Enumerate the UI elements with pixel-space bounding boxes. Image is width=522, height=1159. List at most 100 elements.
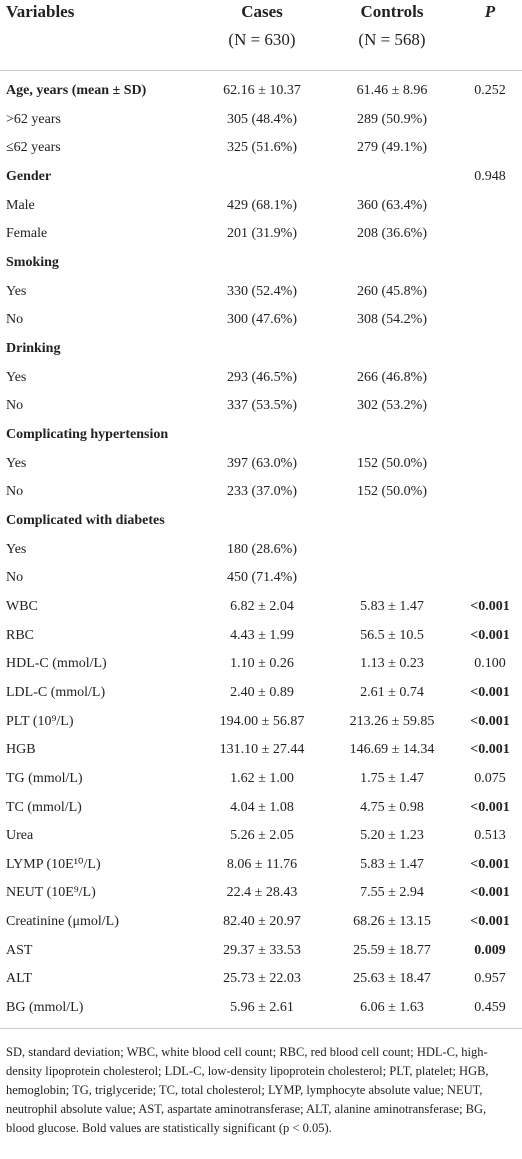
table-cell: 5.83 ± 1.47: [360, 598, 424, 614]
table-cell: 266 (46.8%): [357, 369, 427, 385]
table-cell: Age, years (mean ± SD): [6, 83, 147, 98]
table-cell: 22.4 ± 28.43: [226, 885, 298, 901]
table-cell: 68.26 ± 13.15: [353, 914, 431, 930]
header-cell: (N = 568): [358, 30, 426, 49]
table-cell: 5.26 ± 2.05: [230, 828, 294, 844]
table-cell: Yes: [6, 369, 27, 385]
table-cell: 208 (36.6%): [357, 226, 427, 242]
table-cell: WBC: [6, 598, 38, 614]
table-cell: 194.00 ± 56.87: [219, 713, 305, 729]
table-cell: Yes: [6, 455, 27, 471]
table-cell: 0.513: [474, 828, 506, 844]
table-cell: LDL-C (mmol/L): [6, 684, 106, 700]
table-cell: 1.75 ± 1.47: [360, 770, 424, 786]
footnote: SD, standard deviation; WBC, white blood…: [6, 1045, 489, 1135]
table-cell: <0.001: [470, 684, 510, 700]
table-cell: HDL-C (mmol/L): [6, 656, 107, 672]
table-cell: 0.075: [474, 770, 506, 786]
table-cell: 1.13 ± 0.23: [360, 656, 424, 672]
table-cell: 201 (31.9%): [227, 226, 297, 242]
table-cell: <0.001: [470, 856, 510, 872]
table-cell: 152 (50.0%): [357, 484, 427, 500]
table-cell: 82.40 ± 20.97: [223, 914, 301, 930]
table-cell: BG (mmol/L): [6, 1000, 84, 1016]
table-cell: 5.20 ± 1.23: [360, 828, 424, 844]
table-cell: 0.948: [474, 168, 506, 184]
table-cell: 131.10 ± 27.44: [219, 742, 305, 758]
table-cell: 4.04 ± 1.08: [230, 799, 294, 815]
table-cell: <0.001: [470, 627, 510, 643]
table-cell: 2.61 ± 0.74: [360, 684, 424, 700]
table-cell: LYMP (10E¹⁰/L): [6, 856, 101, 872]
table-cell: TC (mmol/L): [6, 799, 82, 815]
table-cell: 25.59 ± 18.77: [353, 942, 431, 958]
table-cell: Complicating hypertension: [6, 426, 169, 442]
table-cell: <0.001: [470, 742, 510, 758]
table-cell: <0.001: [470, 914, 510, 930]
table-cell: No: [6, 570, 24, 586]
table-cell: RBC: [6, 627, 35, 643]
table-cell: 279 (49.1%): [357, 140, 427, 156]
table-cell: Urea: [6, 828, 34, 844]
table-cell: No: [6, 484, 24, 500]
rule: [0, 1028, 522, 1029]
table-cell: 7.55 ± 2.94: [360, 885, 424, 901]
rule: [0, 70, 522, 71]
table-cell: Gender: [6, 168, 52, 184]
table-cell: No: [6, 312, 24, 328]
table-cell: <0.001: [470, 598, 510, 614]
table-cell: 4.75 ± 0.98: [360, 799, 424, 815]
table-cell: 8.06 ± 11.76: [226, 856, 298, 872]
table-cell: 152 (50.0%): [357, 455, 427, 471]
table-cell: 0.252: [474, 83, 506, 98]
table-cell: No: [6, 398, 24, 414]
table-cell: 0.957: [474, 971, 506, 987]
header-cell: P: [484, 2, 496, 21]
table-cell: Yes: [6, 541, 27, 557]
table-cell: ≤62 years: [6, 140, 61, 156]
header-cell: Controls: [360, 2, 424, 21]
table-cell: Female: [6, 226, 48, 242]
table-cell: 6.06 ± 1.63: [360, 1000, 424, 1016]
table-cell: 6.82 ± 2.04: [230, 598, 294, 614]
table-cell: AST: [6, 942, 33, 958]
table-cell: <0.001: [470, 885, 510, 901]
table-cell: TG (mmol/L): [6, 770, 83, 786]
table-cell: 213.26 ± 59.85: [349, 713, 435, 729]
table-cell: 360 (63.4%): [357, 197, 427, 213]
table-cell: 1.62 ± 1.00: [230, 770, 294, 786]
table-cell: 146.69 ± 14.34: [349, 742, 435, 758]
table-cell: 1.10 ± 0.26: [230, 656, 294, 672]
table-cell: 293 (46.5%): [227, 369, 297, 385]
table-cell: 56.5 ± 10.5: [360, 627, 424, 643]
table-cell: Smoking: [6, 254, 59, 270]
table-cell: NEUT (10E⁹/L): [6, 885, 96, 901]
table-cell: 0.009: [474, 942, 506, 958]
table-cell: 29.37 ± 33.53: [223, 942, 301, 958]
table-cell: 2.40 ± 0.89: [230, 684, 294, 700]
table-cell: 62.16 ± 10.37: [223, 83, 301, 98]
table-cell: 289 (50.9%): [357, 111, 427, 127]
table-cell: 337 (53.5%): [227, 398, 297, 414]
table-cell: 450 (71.4%): [227, 570, 297, 586]
table-cell: Male: [6, 197, 35, 213]
table-cell: 330 (52.4%): [227, 283, 297, 299]
table-cell: 233 (37.0%): [227, 484, 297, 500]
table-cell: 429 (68.1%): [227, 197, 297, 213]
table-cell: ALT: [6, 971, 32, 987]
table-cell: 308 (54.2%): [357, 312, 427, 328]
table-cell: 4.43 ± 1.99: [230, 627, 294, 643]
table-cell: 300 (47.6%): [227, 312, 297, 328]
table-cell: 260 (45.8%): [357, 283, 427, 299]
header-cell: Cases: [241, 2, 283, 21]
table-cell: Drinking: [6, 340, 61, 356]
table-cell: Complicated with diabetes: [6, 512, 165, 528]
table-cell: 325 (51.6%): [227, 140, 297, 156]
table-cell: 0.100: [474, 656, 506, 672]
table-cell: 305 (48.4%): [227, 111, 297, 127]
table-cell: Creatinine (μmol/L): [6, 914, 119, 930]
table-cell: PLT (10⁹/L): [6, 713, 74, 729]
table-cell: >62 years: [6, 111, 61, 127]
table-cell: 397 (63.0%): [227, 455, 297, 471]
